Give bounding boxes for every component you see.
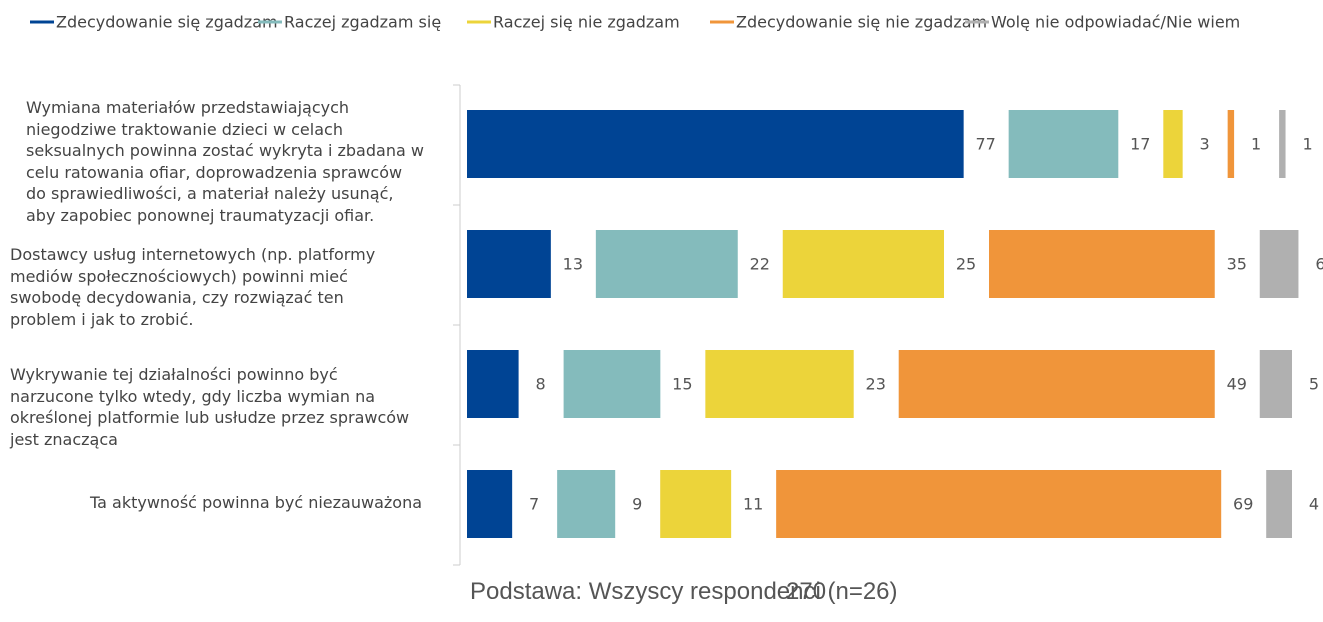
bar-segment [782,230,944,298]
bar-segment [467,350,519,418]
legend-label: Wolę nie odpowiadać/Nie wiem [991,13,1240,32]
value-label: 9 [632,495,642,514]
value-label: 7 [529,495,539,514]
bar-segment [705,350,854,418]
value-label: 11 [743,495,763,514]
value-label: 17 [1130,135,1150,154]
bar-segment [660,470,732,538]
value-label: 5 [1309,375,1319,394]
value-label: 1 [1302,135,1312,154]
bar-segment [898,350,1215,418]
bar-segment [1279,110,1286,178]
value-label: 6 [1315,255,1323,274]
footnote: Podstawa: Wszyscy respondenci (n=26) [470,578,898,605]
value-label: 22 [750,255,770,274]
axis [453,84,461,566]
value-label: 4 [1309,495,1319,514]
bar-segment [1259,230,1299,298]
legend-label: Raczej zgadzam się [284,13,441,32]
value-label: 25 [956,255,976,274]
bar-segment [467,470,513,538]
value-label: 13 [563,255,583,274]
category-label: Dostawcy usług internetowych (np. platfo… [10,245,376,329]
bar-segment [1163,110,1183,178]
bar-segment [563,350,661,418]
legend-label: Zdecydowanie się zgadzam [56,13,278,32]
value-label: 15 [672,375,692,394]
bar-segment [467,110,964,178]
bar-segment [1266,470,1292,538]
bar-segment [1259,350,1292,418]
bar-segment [595,230,738,298]
category-label: Wykrywanie tej działalności powinno być … [10,365,410,449]
value-label: 23 [866,375,886,394]
value-label: 35 [1227,255,1247,274]
bar-segment [557,470,616,538]
bar-segment [1008,110,1119,178]
bar-segment [989,230,1215,298]
footnote-overlay: 270 [786,578,827,605]
value-label: 49 [1227,375,1247,394]
bar-segment [776,470,1222,538]
value-label: 8 [536,375,546,394]
value-label: 69 [1233,495,1253,514]
bar-segment [467,230,551,298]
legend-label: Zdecydowanie się nie zgadzam [736,13,987,32]
value-label: 3 [1200,135,1210,154]
category-label: Wymiana materiałów przedstawiających nie… [26,98,424,225]
category-label: Ta aktywność powinna być niezauważona [90,493,423,512]
legend-label: Raczej się nie zgadzam [493,13,680,32]
value-label: 77 [975,135,995,154]
value-label: 1 [1251,135,1261,154]
bar-segment [1227,110,1235,178]
